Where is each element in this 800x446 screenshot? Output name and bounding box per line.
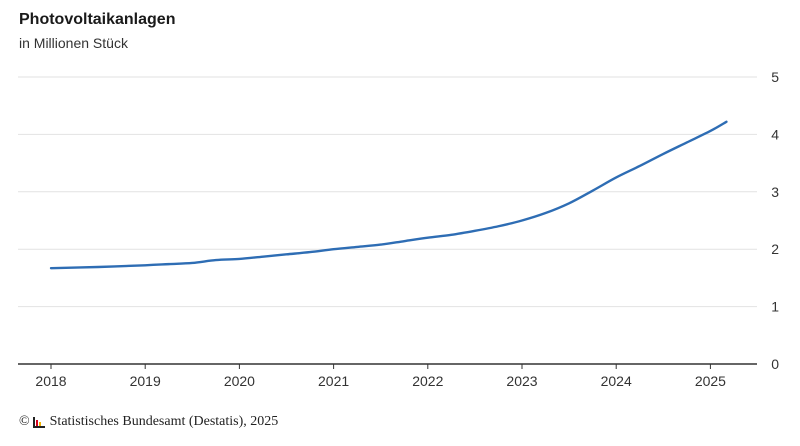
y-tick-label-2: 2 — [771, 241, 779, 257]
y-tick-label-0: 0 — [771, 356, 779, 372]
y-tick-label-1: 1 — [771, 299, 779, 315]
x-tick-label-2020: 2020 — [224, 373, 255, 389]
y-tick-label-3: 3 — [771, 184, 779, 200]
source-text: Statistisches Bundesamt (Destatis), 2025 — [50, 414, 279, 430]
grid-lines — [18, 77, 757, 307]
x-tick-label-2022: 2022 — [412, 373, 443, 389]
y-tick-label-5: 5 — [771, 69, 779, 85]
x-tick-label-2021: 2021 — [318, 373, 349, 389]
x-axis: 2018 2019 2020 2021 2022 2023 2024 2025 — [18, 364, 757, 389]
y-tick-label-4: 4 — [771, 126, 779, 142]
footer-source: © Statistisches Bundesamt (Destatis), 20… — [19, 414, 278, 430]
series-line-0 — [51, 122, 726, 268]
x-tick-label-2018: 2018 — [35, 373, 66, 389]
x-tick-label-2025: 2025 — [695, 373, 726, 389]
series-group — [51, 122, 726, 268]
y-axis-ticks: 0 1 2 3 4 5 — [771, 69, 779, 372]
destatis-logo-icon — [33, 417, 45, 428]
x-tick-label-2024: 2024 — [601, 373, 632, 389]
copyright-symbol: © — [19, 414, 30, 430]
x-tick-label-2023: 2023 — [506, 373, 537, 389]
x-tick-label-2019: 2019 — [130, 373, 161, 389]
